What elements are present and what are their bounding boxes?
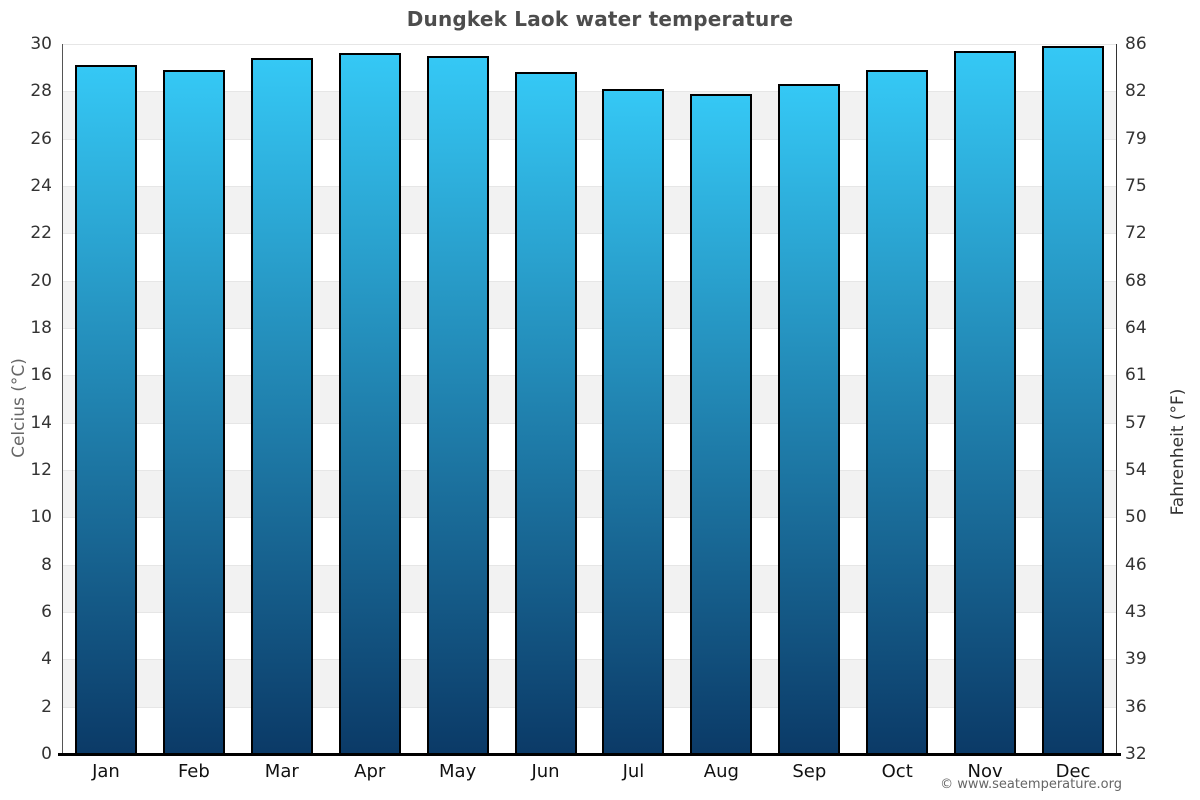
- y-tick-fahrenheit-39: 39: [1125, 649, 1147, 670]
- y-tick-fahrenheit-43: 43: [1125, 602, 1147, 622]
- y-tick-celsius-22: 22: [30, 223, 52, 244]
- bar-oct[interactable]: [866, 70, 929, 754]
- bar-aug[interactable]: [690, 93, 753, 754]
- x-tick-mar: Mar: [264, 761, 299, 782]
- bar-mar[interactable]: [250, 58, 313, 754]
- chart-title: Dungkek Laok water temperature: [406, 7, 794, 31]
- y-tick-celsius-4: 4: [41, 649, 52, 670]
- y-tick-fahrenheit-46: 46: [1125, 554, 1147, 575]
- bar-nov[interactable]: [954, 51, 1017, 754]
- y-tick-celsius-18: 18: [30, 318, 52, 338]
- y-tick-celsius-20: 20: [30, 270, 52, 291]
- x-tick-jul: Jul: [622, 761, 645, 782]
- y-tick-celsius-12: 12: [30, 460, 52, 480]
- x-tick-jan: Jan: [92, 761, 120, 782]
- plot-area: [62, 44, 1117, 754]
- y-tick-fahrenheit-61: 61: [1125, 365, 1147, 386]
- y-tick-celsius-28: 28: [30, 81, 52, 102]
- gridline: [62, 517, 1117, 519]
- y-axis-title-fahrenheit: Fahrenheit (°F): [1168, 388, 1188, 516]
- gridline: [62, 91, 1117, 93]
- y-tick-celsius-24: 24: [30, 176, 52, 196]
- gridline: [62, 612, 1117, 613]
- bar-jan[interactable]: [74, 65, 137, 754]
- bar-dec[interactable]: [1042, 46, 1105, 754]
- gridline: [62, 186, 1117, 187]
- x-tick-nov: Nov: [967, 761, 1003, 782]
- x-tick-dec: Dec: [1055, 761, 1091, 782]
- plot-band: [62, 659, 1117, 707]
- gridline: [62, 44, 1117, 45]
- gridline: [62, 233, 1117, 235]
- gridline: [62, 328, 1117, 329]
- y-tick-fahrenheit-75: 75: [1125, 176, 1147, 196]
- y-tick-celsius-10: 10: [30, 507, 52, 528]
- y-tick-fahrenheit-82: 82: [1125, 81, 1147, 102]
- plot-band: [62, 186, 1117, 234]
- y-tick-fahrenheit-68: 68: [1125, 270, 1147, 291]
- x-tick-oct: Oct: [881, 761, 913, 782]
- y-tick-fahrenheit-64: 64: [1125, 318, 1147, 338]
- bar-sep[interactable]: [778, 84, 841, 754]
- y-tick-fahrenheit-36: 36: [1125, 696, 1147, 717]
- gridline: [62, 138, 1117, 140]
- y-tick-fahrenheit-79: 79: [1125, 128, 1147, 149]
- plot-band: [62, 470, 1117, 518]
- y-tick-celsius-30: 30: [30, 34, 52, 54]
- plot-band: [62, 280, 1117, 328]
- x-axis-line: [58, 753, 1121, 756]
- gridline: [62, 706, 1117, 708]
- y-tick-fahrenheit-54: 54: [1125, 460, 1147, 480]
- gridline: [62, 470, 1117, 471]
- x-tick-aug: Aug: [703, 761, 739, 782]
- x-tick-apr: Apr: [354, 761, 386, 782]
- footer-credit: © www.seatemperature.org: [940, 777, 1122, 792]
- y-tick-celsius-8: 8: [41, 554, 52, 575]
- bar-apr[interactable]: [338, 53, 401, 754]
- y-tick-celsius-6: 6: [41, 602, 52, 622]
- y-axis-line-left: [62, 44, 63, 754]
- y-tick-fahrenheit-72: 72: [1125, 223, 1147, 244]
- plot-band: [62, 564, 1117, 612]
- y-axis-line-right: [1116, 44, 1117, 754]
- bar-jul[interactable]: [602, 88, 665, 754]
- y-tick-fahrenheit-86: 86: [1125, 34, 1147, 54]
- y-tick-fahrenheit-32: 32: [1125, 744, 1147, 764]
- y-tick-fahrenheit-57: 57: [1125, 412, 1147, 433]
- y-tick-celsius-14: 14: [30, 412, 52, 433]
- x-tick-feb: Feb: [177, 761, 210, 782]
- y-tick-celsius-0: 0: [41, 744, 52, 764]
- gridline: [62, 422, 1117, 424]
- x-tick-sep: Sep: [792, 761, 827, 782]
- plot-band: [62, 375, 1117, 423]
- x-tick-may: May: [439, 761, 477, 782]
- gridline: [62, 564, 1117, 566]
- gridline: [62, 659, 1117, 661]
- x-tick-jun: Jun: [531, 761, 560, 782]
- y-tick-celsius-2: 2: [41, 696, 52, 717]
- plot-band: [62, 91, 1117, 139]
- gridline: [62, 280, 1117, 282]
- bar-feb[interactable]: [162, 70, 225, 754]
- y-tick-celsius-16: 16: [30, 365, 52, 386]
- bar-may[interactable]: [426, 55, 489, 754]
- bar-jun[interactable]: [514, 72, 577, 754]
- y-tick-celsius-26: 26: [30, 128, 52, 149]
- gridline: [62, 375, 1117, 377]
- y-tick-fahrenheit-50: 50: [1125, 507, 1147, 528]
